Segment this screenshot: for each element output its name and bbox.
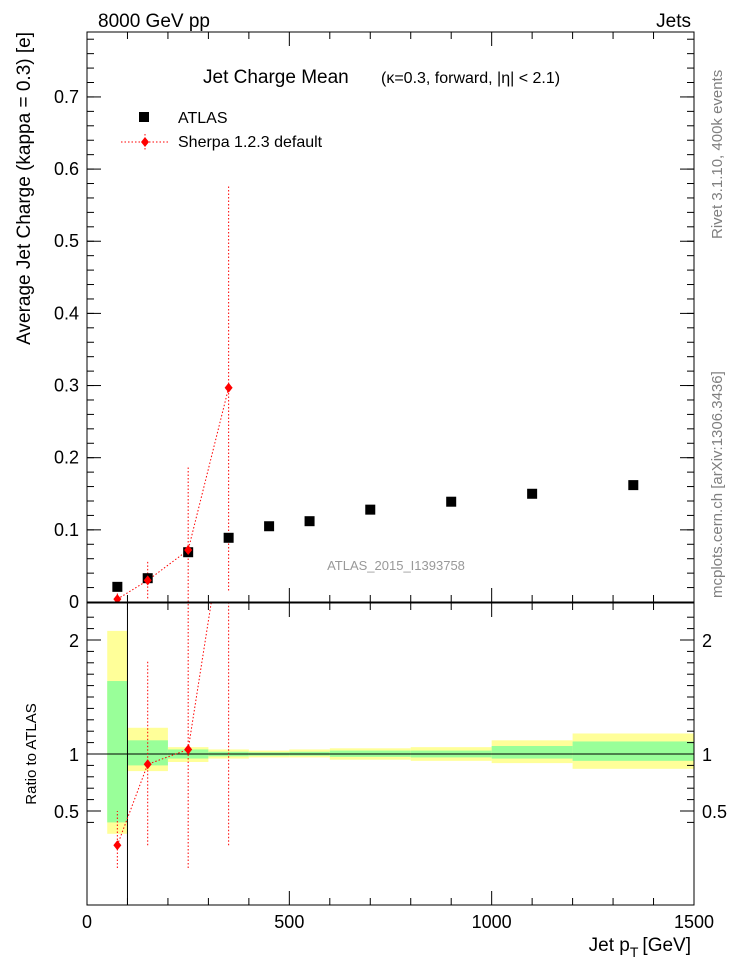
- x-axis-label-sub: T: [630, 944, 639, 960]
- sherpa-point: [113, 594, 122, 602]
- main-y-tick-label: 0.1: [54, 520, 79, 540]
- x-tick-label: 1500: [674, 912, 714, 932]
- main-panel: Jet Charge Mean (κ=0.3, forward, |η| < 2…: [14, 31, 695, 612]
- ratio-y-tick-label: 0.5: [54, 802, 79, 822]
- chart-subtitle: (κ=0.3, forward, |η| < 2.1): [381, 70, 560, 87]
- x-tick-label: 1000: [472, 912, 512, 932]
- ratio-sherpa-line: [116, 603, 212, 846]
- ratio-sherpa-point: [143, 759, 152, 770]
- atlas-point: [446, 496, 457, 507]
- ratio-band-inner: [572, 741, 694, 761]
- ratio-y-axis-label: Ratio to ATLAS: [23, 703, 40, 804]
- ratio-sherpa-point: [113, 840, 122, 851]
- sherpa-point: [184, 545, 193, 556]
- atlas-point: [527, 488, 538, 499]
- ratio-band-inner: [491, 746, 573, 759]
- legend-sherpa-label: Sherpa 1.2.3 default: [178, 134, 323, 151]
- x-axis-label: Jet pT [GeV]: [589, 935, 691, 960]
- header-energy: 8000 GeV pp: [98, 11, 210, 32]
- ratio-y-tick-label: 1: [69, 745, 79, 765]
- main-y-tick-label: 0.3: [54, 376, 79, 396]
- main-y-tick-label: 0.2: [54, 448, 79, 468]
- sherpa-point: [224, 382, 233, 393]
- ratio-y-tick-label-right: 2: [702, 631, 712, 651]
- main-y-tick-label: 0.7: [54, 87, 79, 107]
- x-tick-label: 0: [82, 912, 92, 932]
- ratio-band-inner: [107, 681, 128, 823]
- atlas-point: [628, 480, 639, 491]
- chart-title: Jet Charge Mean: [203, 67, 349, 88]
- ratio-plot-frame: [86, 602, 695, 906]
- atlas-point: [264, 521, 275, 532]
- x-axis-label-main: Jet p: [589, 935, 630, 956]
- rivet-version-label: Rivet 3.1.10, 400k events: [709, 70, 726, 239]
- header-category: Jets: [656, 11, 691, 32]
- main-y-tick-label: 0.4: [54, 303, 79, 323]
- atlas-point: [304, 516, 315, 527]
- x-tick-label: 500: [274, 912, 304, 932]
- legend-sherpa-marker: [141, 137, 149, 147]
- legend-atlas-label: ATLAS: [178, 110, 228, 127]
- ratio-y-tick-label-right: 0.5: [702, 802, 727, 822]
- main-plot-frame: [86, 31, 695, 603]
- legend: ATLAS Sherpa 1.2.3 default: [121, 110, 323, 151]
- ratio-panel: 0.5 0.5 1 1 2 2 0 500 1000 1500 Ratio to ATLAS Je…: [23, 602, 727, 960]
- legend-atlas-marker: [139, 112, 149, 122]
- main-y-tick-label: 0.5: [54, 231, 79, 251]
- atlas-point: [365, 504, 376, 515]
- ratio-y-tick-label: 2: [69, 631, 79, 651]
- ratio-sherpa-point: [184, 744, 193, 755]
- sherpa-line: [117, 387, 230, 600]
- atlas-point: [223, 532, 234, 543]
- main-y-axis-label: Average Jet Charge (kappa = 0.3) [e]: [14, 32, 35, 345]
- analysis-watermark: ATLAS_2015_I1393758: [327, 558, 465, 573]
- atlas-point: [112, 581, 123, 592]
- sherpa-point: [143, 575, 152, 586]
- main-y-tick-label: 0: [69, 592, 79, 612]
- main-y-tick-label: 0.6: [54, 159, 79, 179]
- mcplots-label: mcplots.cern.ch [arXiv:1306.3436]: [709, 371, 726, 598]
- ratio-y-tick-label-right: 1: [702, 745, 712, 765]
- x-axis-label-unit: [GeV]: [642, 935, 691, 956]
